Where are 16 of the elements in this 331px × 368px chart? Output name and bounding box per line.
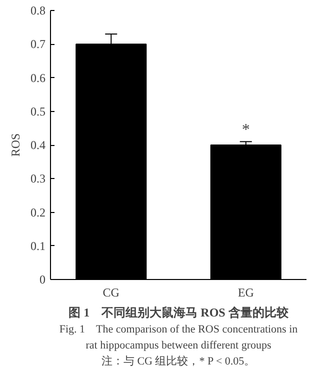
y-tick-label: 0.1: [30, 238, 46, 253]
text: Fig. 1 The comparison of the ROS concentrations in rat hippocampus between different groups: [59, 324, 298, 352]
y-tick-label: 0.6: [30, 70, 46, 85]
y-tick-label: 0.4: [30, 138, 46, 152]
x-tick-label: CG: [102, 286, 120, 300]
y-tick-label: 0.7: [30, 37, 46, 52]
y-tick-label: 0.5: [30, 104, 46, 118]
annotation: *: [242, 121, 250, 138]
y-tick-label: 0.8: [30, 4, 46, 18]
x-tick-label: EG: [238, 286, 254, 300]
y-tick-label: 0.2: [30, 205, 46, 220]
y-tick-label: 0.3: [30, 172, 46, 186]
y-axis-title: ROS: [8, 133, 22, 157]
y-tick-label: 0: [40, 272, 46, 286]
text: 注：与 CG 组比较，* P < 0.05。: [101, 354, 256, 368]
text: 图 1 不同组别大鼠海马 ROS 含量的比较: [68, 306, 290, 320]
